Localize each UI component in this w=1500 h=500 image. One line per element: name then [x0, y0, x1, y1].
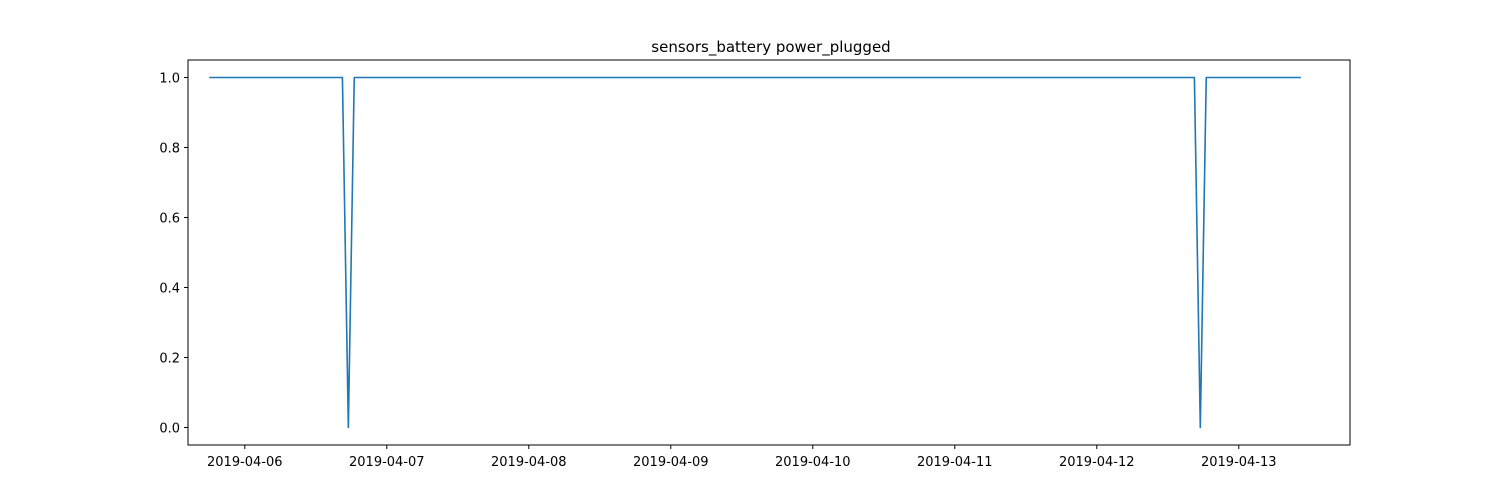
x-tick-label: 2019-04-09 — [633, 455, 709, 470]
y-tick-label: 1.0 — [159, 72, 180, 87]
x-tick-label: 2019-04-06 — [207, 455, 283, 470]
y-tick-label: 0.0 — [159, 422, 180, 437]
y-tick-label: 0.2 — [159, 352, 180, 367]
y-tick-label: 0.6 — [159, 212, 180, 227]
chart-title: sensors_battery power_plugged — [651, 38, 890, 57]
x-tick-label: 2019-04-11 — [917, 455, 993, 470]
x-tick-label: 2019-04-08 — [491, 455, 567, 470]
x-tick-label: 2019-04-07 — [349, 455, 425, 470]
plot-frame — [187, 59, 1351, 446]
y-tick-label: 0.8 — [159, 142, 180, 157]
x-tick-label: 2019-04-10 — [775, 455, 851, 470]
x-tick-label: 2019-04-12 — [1059, 455, 1135, 470]
series-line — [209, 76, 1301, 429]
y-tick-label: 0.4 — [159, 282, 180, 297]
x-tick-label: 2019-04-13 — [1201, 455, 1277, 470]
